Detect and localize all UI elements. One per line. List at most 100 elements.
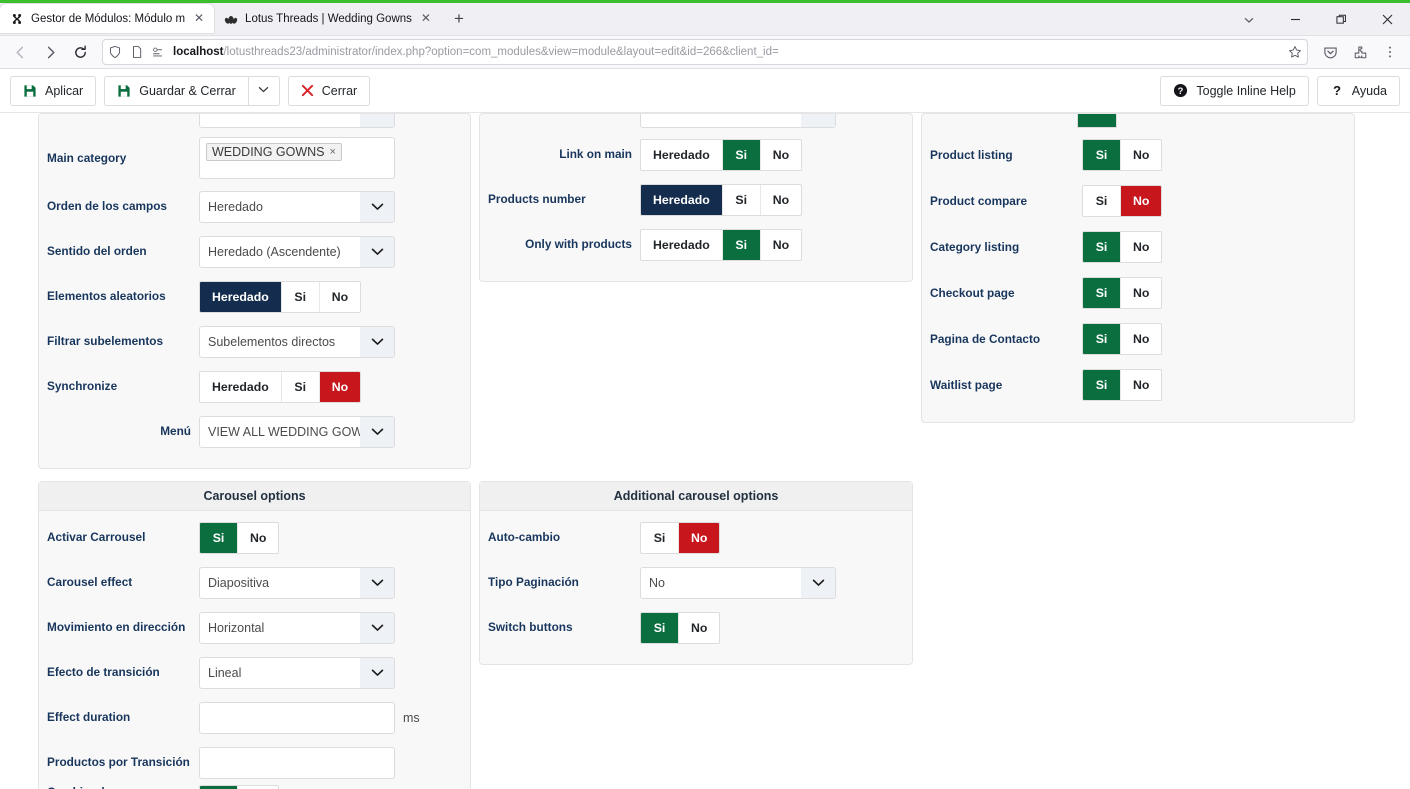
- back-icon[interactable]: [6, 39, 34, 65]
- radio-option-si[interactable]: Si: [281, 281, 320, 312]
- tipo-paginacion-select[interactable]: No: [640, 566, 836, 599]
- clipped-select[interactable]: [199, 114, 395, 128]
- field-label: Menú: [160, 424, 191, 439]
- radio-option-no[interactable]: No: [1121, 324, 1162, 354]
- radio-option-no[interactable]: No: [679, 522, 720, 553]
- field-menu: Menú VIEW ALL WEDDING GOWNS: [47, 409, 462, 454]
- minimize-icon[interactable]: [1272, 3, 1318, 36]
- pocket-icon[interactable]: [1316, 39, 1344, 65]
- app-menu-icon[interactable]: [1376, 39, 1404, 65]
- close-icon[interactable]: ✕: [194, 10, 205, 25]
- radio-option-si[interactable]: Si: [722, 139, 761, 170]
- forward-icon[interactable]: [36, 39, 64, 65]
- close-icon[interactable]: ✕: [420, 10, 431, 25]
- productos-por-transicion-input[interactable]: [199, 746, 395, 779]
- field-label: Checkout page: [930, 285, 1015, 300]
- radio-option-si[interactable]: Si: [1083, 140, 1121, 170]
- radio-option-si[interactable]: Si: [1083, 186, 1121, 216]
- radio-option-no[interactable]: No: [1121, 232, 1162, 262]
- main-category-tag-input[interactable]: WEDDING GOWNS ×: [199, 137, 395, 179]
- left-options-panel: Main category WEDDING GOWNS × Orden de: [38, 113, 471, 469]
- radio-option-si[interactable]: Si: [1083, 232, 1121, 262]
- shield-icon[interactable]: [107, 44, 123, 60]
- radio-option-no[interactable]: No: [1121, 186, 1162, 216]
- new-tab-button[interactable]: +: [453, 9, 464, 28]
- radio-option-no[interactable]: No: [319, 371, 361, 402]
- svg-text:?: ?: [1178, 86, 1184, 96]
- radio-option-no[interactable]: No: [238, 522, 279, 553]
- radio-option-si[interactable]: Si: [1083, 324, 1121, 354]
- admin-toolbar-right: ? Toggle Inline Help ? Ayuda: [1160, 75, 1400, 106]
- field-filtrar-subelementos: Filtrar subelementos Subelementos direct…: [47, 319, 462, 364]
- save-options-dropdown-button[interactable]: [247, 75, 280, 106]
- bookmark-star-icon[interactable]: [1287, 44, 1303, 60]
- radio-option-no[interactable]: No: [319, 281, 361, 312]
- browser-tab-lotus-threads[interactable]: Lotus Threads | Wedding Gowns ✕: [214, 4, 441, 33]
- browser-tab-module-manager[interactable]: Gestor de Módulos: Módulo m ✕: [0, 4, 215, 33]
- radio-option-si[interactable]: Si: [722, 184, 761, 215]
- filtrar-subelementos-select[interactable]: Subelementos directos: [199, 325, 395, 358]
- orden-campos-select[interactable]: Heredado: [199, 190, 395, 223]
- carousel-panels-row: Carousel options Activar Carrousel Si No…: [38, 481, 1372, 789]
- field-label: Carousel effect: [47, 575, 133, 590]
- sentido-orden-select[interactable]: Heredado (Ascendente): [199, 235, 395, 268]
- radio-option-no[interactable]: No: [760, 184, 802, 215]
- close-button[interactable]: Cerrar: [287, 75, 371, 106]
- window-close-icon[interactable]: [1364, 3, 1410, 36]
- extensions-icon[interactable]: [1346, 39, 1374, 65]
- remove-tag-icon[interactable]: ×: [329, 146, 336, 158]
- movimiento-direccion-select[interactable]: Horizontal: [199, 611, 395, 644]
- clipped-select[interactable]: [640, 114, 836, 128]
- url-path: /lotusthreads23/administrator/index.php?…: [223, 46, 779, 58]
- field-switch-buttons: Switch buttons Si No: [488, 605, 904, 650]
- effect-duration-input[interactable]: [199, 701, 395, 734]
- apply-button[interactable]: Aplicar: [10, 75, 97, 106]
- radio-option-no[interactable]: No: [760, 139, 802, 170]
- url-bar[interactable]: localhost/lotusthreads23/administrator/i…: [102, 39, 1308, 65]
- radio-option-si[interactable]: Si: [641, 522, 679, 553]
- module-edit-form: Main category WEDDING GOWNS × Orden de: [0, 113, 1410, 789]
- select-value: Heredado (Ascendente): [208, 244, 341, 259]
- menu-select[interactable]: VIEW ALL WEDDING GOWNS: [199, 415, 395, 448]
- switch-buttons-radio-group: Si No: [640, 611, 721, 644]
- save-close-split-button: Guardar & Cerrar: [104, 75, 280, 106]
- radio-option-heredado[interactable]: Heredado: [641, 139, 723, 170]
- page-info-icon[interactable]: [129, 44, 145, 60]
- radio-option-si[interactable]: Si: [281, 371, 320, 402]
- reader-mode-icon[interactable]: [151, 44, 167, 60]
- list-all-tabs-icon[interactable]: [1226, 3, 1272, 36]
- radio-option-no[interactable]: No: [1121, 140, 1162, 170]
- restore-icon[interactable]: [1318, 3, 1364, 36]
- middle-panel-fields: Link on main Heredado Si No Products num…: [480, 128, 912, 281]
- radio-option-no[interactable]: No: [679, 612, 720, 643]
- cambiar-una-en-una-radio-group: Si No: [199, 785, 280, 789]
- apply-button-label: Aplicar: [45, 83, 84, 98]
- help-button[interactable]: ? Ayuda: [1316, 75, 1400, 106]
- radio-option-si[interactable]: Si: [1083, 370, 1121, 400]
- carousel-effect-select[interactable]: Diapositiva: [199, 566, 395, 599]
- tag-chip[interactable]: WEDDING GOWNS ×: [206, 143, 342, 161]
- save-and-close-button[interactable]: Guardar & Cerrar: [104, 75, 248, 106]
- url-host: localhost: [173, 46, 224, 58]
- reload-icon[interactable]: [66, 39, 94, 65]
- admin-toolbar: Aplicar Guardar & Cerrar Cerrar ? Toggle…: [0, 69, 1410, 113]
- radio-option-si[interactable]: Si: [200, 786, 238, 789]
- clipped-toggle[interactable]: [1077, 114, 1117, 128]
- radio-option-heredado[interactable]: Heredado: [641, 184, 723, 215]
- link-on-main-radio-group: Heredado Si No: [640, 138, 803, 171]
- radio-option-no[interactable]: No: [1121, 370, 1162, 400]
- radio-option-heredado[interactable]: Heredado: [200, 281, 282, 312]
- toggle-inline-help-button[interactable]: ? Toggle Inline Help: [1160, 75, 1309, 106]
- radio-option-si[interactable]: Si: [200, 522, 238, 553]
- radio-option-heredado[interactable]: Heredado: [641, 229, 723, 260]
- radio-option-si[interactable]: Si: [641, 612, 679, 643]
- svg-text:?: ?: [1333, 83, 1341, 98]
- field-label: Elementos aleatorios: [47, 289, 166, 304]
- radio-option-si[interactable]: Si: [722, 229, 761, 260]
- radio-option-heredado[interactable]: Heredado: [200, 371, 282, 402]
- radio-option-no[interactable]: No: [760, 229, 802, 260]
- radio-option-no[interactable]: No: [1121, 278, 1162, 308]
- radio-option-si[interactable]: Si: [1083, 278, 1121, 308]
- efecto-transicion-select[interactable]: Lineal: [199, 656, 395, 689]
- radio-option-no[interactable]: No: [238, 786, 279, 789]
